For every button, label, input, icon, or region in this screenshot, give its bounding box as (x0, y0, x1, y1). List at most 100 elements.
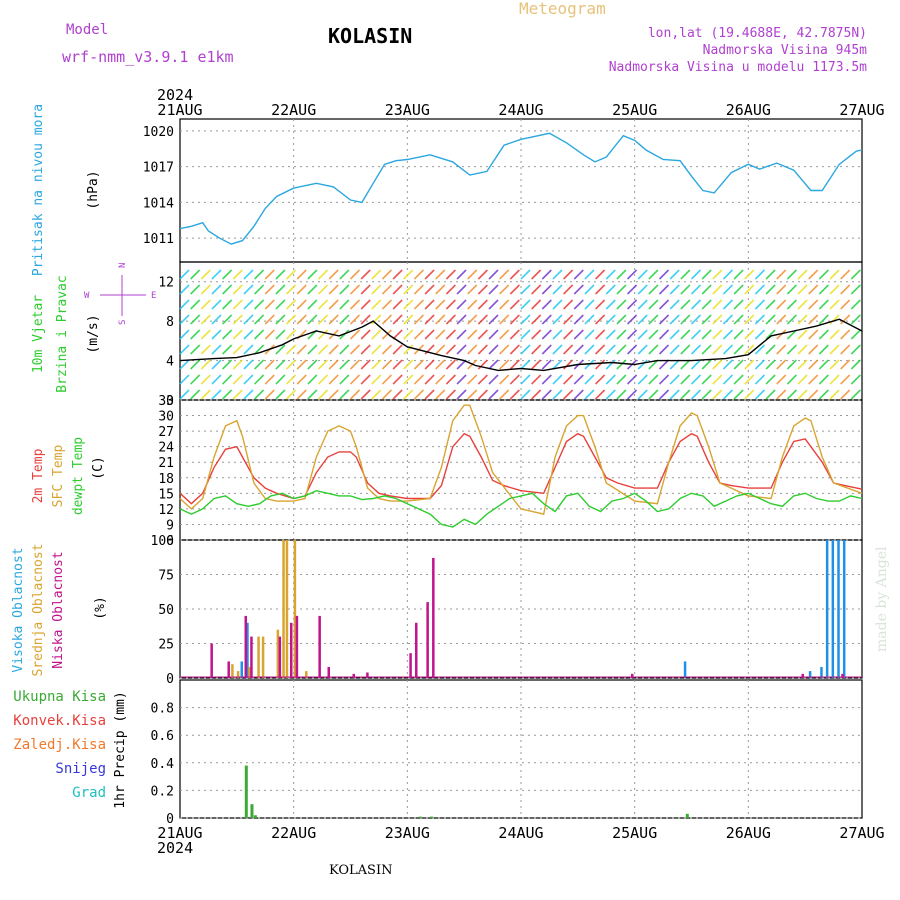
wind-barb (488, 359, 499, 370)
wind-barb (190, 299, 201, 310)
wind-barb (456, 284, 467, 295)
wind-barb (413, 374, 425, 385)
wind-barb (595, 344, 606, 355)
wind-barb (413, 284, 425, 295)
cloud-bar (426, 602, 429, 678)
wind-barb (744, 344, 755, 355)
model-name: wrf-nmm_v3.9.1 e1km (62, 48, 234, 66)
wind-barb (754, 329, 766, 340)
precip-bar (253, 815, 257, 818)
cloud-bar (227, 661, 230, 678)
wind-barb (499, 374, 510, 385)
cloud-bar (683, 661, 687, 678)
wind-barb (339, 284, 350, 295)
wind-barb (200, 329, 211, 340)
wind-barb (818, 269, 829, 280)
wind-barb (200, 269, 211, 280)
precip-bar (418, 816, 422, 818)
wind-barb (701, 344, 712, 355)
cloud-bar (837, 540, 840, 678)
y-tick-label: 24 (158, 441, 174, 456)
wind-barb (712, 284, 723, 295)
wind-barb (595, 329, 606, 340)
cloud-mid-label: Srednja Oblacnost (31, 543, 46, 676)
legend-snow: Snijeg (55, 761, 106, 777)
wind-barb (456, 299, 467, 310)
wind-barb (744, 284, 755, 295)
wind-barb (232, 344, 243, 355)
wind-barb (541, 374, 552, 385)
wind-barb (509, 314, 520, 325)
compass-east: E (151, 291, 156, 301)
wind-barb (690, 374, 702, 385)
wind-barb (413, 389, 425, 400)
wind-barb (712, 269, 723, 280)
wind-barb (435, 389, 446, 400)
wind-label-2: Brzina i Pravac (55, 275, 70, 392)
wind-barb (658, 299, 670, 310)
wind-barb (648, 389, 659, 400)
y-tick-label: 1020 (143, 125, 174, 140)
wind-barb (573, 284, 584, 295)
wind-barb (850, 344, 861, 355)
wind-barb (445, 269, 456, 280)
wind-barb (829, 299, 840, 310)
wind-barb (616, 299, 627, 310)
wind-barb (754, 344, 766, 355)
wind-barb (573, 299, 584, 310)
temp-line-1 (179, 404, 863, 515)
wind-barb (829, 329, 840, 340)
wind-barb (179, 269, 190, 280)
wind-barb (722, 299, 734, 310)
wind-barb (563, 374, 574, 385)
wind-barb (222, 374, 233, 385)
wind-barb (445, 314, 456, 325)
wind-barb (339, 359, 350, 370)
cloud-bar (282, 540, 285, 678)
wind-barb (563, 299, 574, 310)
wind-barb (200, 284, 211, 295)
wind-barb (371, 359, 382, 370)
wind-barb (765, 389, 776, 400)
precip-unit: 1hr Precip (mm) (113, 691, 128, 808)
y-tick-label: 75 (158, 569, 174, 584)
wind-barb (616, 359, 627, 370)
wind-barb (296, 269, 307, 280)
wind-barbs (179, 269, 861, 400)
wind-barb (509, 374, 520, 385)
wind-barb (296, 284, 307, 295)
wind-barb (531, 344, 542, 355)
wind-barb (786, 344, 797, 355)
wind-barb (680, 389, 691, 400)
wind-barb (424, 314, 435, 325)
wind-barb (754, 269, 766, 280)
wind-barb (850, 374, 861, 385)
wind-barb (254, 389, 265, 400)
wind-barb (232, 269, 243, 280)
lonlat-label: lon,lat (19.4688E, 42.7875N) (648, 26, 867, 41)
wind-barb (424, 299, 435, 310)
wind-barb (850, 329, 861, 340)
wind-barb (541, 284, 552, 295)
wind-barb (232, 314, 243, 325)
wind-barb (392, 314, 403, 325)
y-tick-label: 0 (166, 812, 174, 827)
wind-barb (669, 329, 680, 340)
wind-barb (264, 389, 275, 400)
wind-barb (808, 269, 819, 280)
wind-barb (211, 284, 222, 295)
wind-barb (712, 374, 723, 385)
wind-barb (797, 284, 808, 295)
wind-barb (190, 359, 201, 370)
wind-barb (840, 374, 851, 385)
wind-barb (190, 314, 201, 325)
wind-barb (275, 299, 286, 310)
wind-barb (808, 389, 819, 400)
wind-barb (584, 284, 595, 295)
wind-barb (499, 284, 510, 295)
wind-barb (722, 344, 734, 355)
wind-barb (722, 389, 734, 400)
wind-barb (797, 389, 808, 400)
wind-barb (317, 344, 329, 355)
wind-barb (722, 374, 734, 385)
